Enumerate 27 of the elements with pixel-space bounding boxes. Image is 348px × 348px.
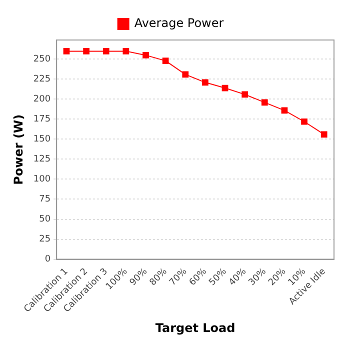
y-tick-label: 175 [33,114,51,125]
y-tick-label: 200 [33,94,51,105]
x-axis-title: Target Load [155,320,236,335]
y-tick-label: 0 [44,254,51,265]
y-tick-label: 100 [33,174,51,185]
point [202,79,208,86]
point [122,48,130,54]
legend-label: Average Power [134,16,224,30]
y-tick-label: 150 [33,134,51,145]
point [261,99,268,106]
y-axis-title: Power (W) [11,114,26,185]
y-tick-label: 75 [39,194,51,205]
point [83,48,90,54]
point [281,107,288,114]
point [301,118,308,125]
point [162,58,169,64]
point [142,52,149,58]
point [102,48,110,54]
y-tick-label: 50 [39,214,51,225]
point [242,91,248,98]
y-tick-label: 250 [33,54,51,65]
y-tick-label: 225 [33,74,51,85]
y-tick-label: 25 [39,234,51,245]
point [320,131,328,138]
y-tick-label: 125 [33,154,51,165]
point [182,71,189,78]
point [63,48,70,54]
